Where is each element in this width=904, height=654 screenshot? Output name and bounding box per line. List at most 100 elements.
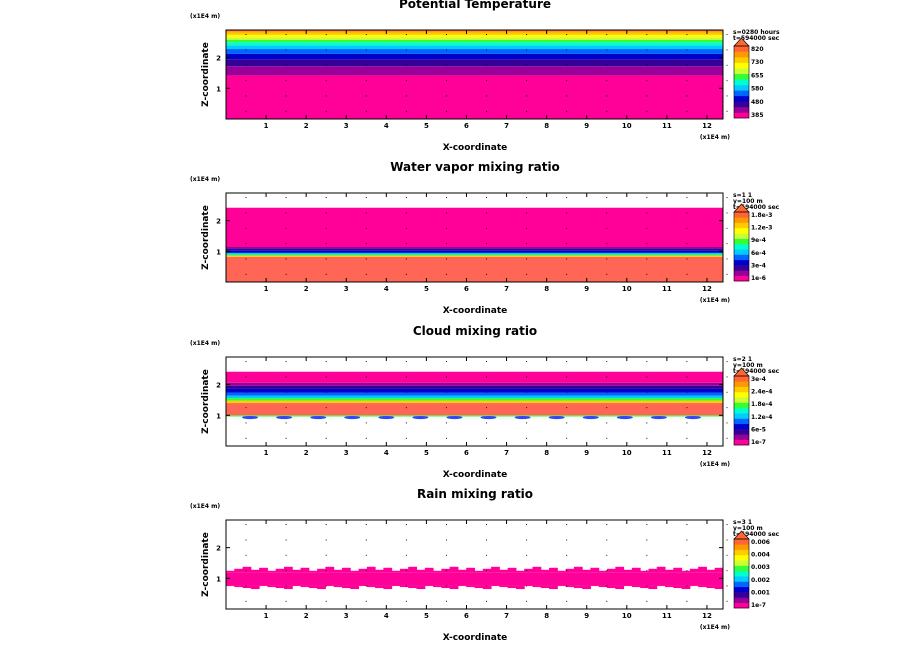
contour-band-3 <box>226 59 723 67</box>
x-tick-label: 3 <box>344 449 349 457</box>
colorbar: 1.8e-3 1.2e-3 9e-4 6e-4 3e-4 1e-6 <box>733 203 772 282</box>
grid-dot <box>365 95 367 97</box>
grid-dot <box>285 422 287 424</box>
x-tick-label: 2 <box>304 449 309 457</box>
grid-dot <box>726 585 728 587</box>
grid-dot <box>646 273 648 275</box>
grid-dot <box>726 361 728 363</box>
colorbar-swatch <box>734 381 749 387</box>
grid-dot <box>485 437 488 439</box>
x-axis-label: X-coordinate <box>443 470 508 480</box>
grid-dot <box>325 243 327 245</box>
colorbar-swatch <box>734 254 749 261</box>
colorbar-swatch <box>734 586 749 593</box>
x-tick-label: 11 <box>662 612 672 620</box>
grid-dot <box>405 80 407 82</box>
grid-dot <box>485 585 488 587</box>
grid-dot <box>325 524 327 526</box>
contour-band-1 <box>226 256 723 282</box>
grid-dots <box>245 197 728 275</box>
grid-dot <box>646 212 648 214</box>
grid-dot <box>325 64 327 66</box>
grid-dot <box>646 539 648 541</box>
rain-edge-bottom <box>366 585 376 588</box>
grid-dot <box>405 95 407 97</box>
rain-edge-bottom <box>623 585 633 587</box>
x-unit-label: (x1E4 m) <box>700 297 730 304</box>
rain-edge-top <box>656 566 666 573</box>
x-unit-label: (x1E4 m) <box>700 134 730 141</box>
grid-dot <box>686 422 688 424</box>
colorbar-label: 0.001 <box>751 589 770 596</box>
grid-dot <box>646 361 648 363</box>
grid-dot <box>285 227 287 229</box>
rain-edge-bottom <box>491 585 500 587</box>
rain-edge-bottom <box>441 585 451 589</box>
rain-edge-top <box>375 569 384 573</box>
grid-dot <box>485 243 488 245</box>
grid-dot <box>526 258 528 260</box>
rain-edge-bottom <box>259 585 268 587</box>
info-text: y=100 m <box>733 198 763 205</box>
grid-dot <box>405 437 407 439</box>
grid-dot <box>365 422 367 424</box>
rain-edge-bottom <box>341 585 351 589</box>
grid-dot <box>526 422 528 424</box>
grid-dot <box>726 600 728 602</box>
grid-dot <box>726 539 728 541</box>
grid-dot <box>405 258 407 260</box>
rain-edge-top <box>673 567 683 573</box>
colorbar-swatch <box>734 581 749 588</box>
grid-dot <box>726 212 728 214</box>
colorbar-label: 1e-6 <box>751 275 766 282</box>
grid-dot <box>405 49 407 51</box>
rain-edge-bottom <box>242 585 252 589</box>
contour-layers <box>226 371 723 417</box>
grid-dot <box>566 407 568 409</box>
grid-dot <box>686 570 688 572</box>
grid-dot <box>285 95 287 97</box>
grid-dot <box>445 437 447 439</box>
cloud-base-wisp <box>378 415 395 420</box>
grid-dot <box>566 34 568 36</box>
colorbar-swatch <box>734 397 749 403</box>
grid-dot <box>405 110 407 112</box>
x-axis-label: X-coordinate <box>443 306 508 316</box>
cloud-base-wisp <box>446 415 463 420</box>
rain-edge-bottom <box>631 585 641 588</box>
rain-edge-top <box>234 568 244 573</box>
rain-edge-bottom <box>474 585 484 589</box>
rain-edge-top <box>250 569 260 573</box>
chart-title: Water vapor mixing ratio <box>390 160 560 174</box>
grid-dot <box>445 197 447 199</box>
grid-dot <box>566 422 568 424</box>
grid-dot <box>445 258 447 260</box>
x-tick-label: 8 <box>544 612 549 620</box>
rain-edge-bottom <box>673 585 683 589</box>
rain-edge-bottom <box>532 585 542 588</box>
rain-edge-top <box>366 566 376 573</box>
cloud-base <box>242 415 701 420</box>
rain-edge-bottom <box>466 585 475 588</box>
contour-band-2 <box>226 403 723 416</box>
rain-edge-bottom <box>317 585 326 590</box>
rain-edge-top <box>242 566 252 573</box>
colorbar-swatch <box>734 90 749 97</box>
x-unit-label: (x1E4 m) <box>700 624 730 631</box>
colorbar-label: 3e-4 <box>751 262 766 269</box>
grid-dot <box>445 585 447 587</box>
colorbar-frame <box>733 45 750 119</box>
x-tick-label: 2 <box>304 612 309 620</box>
grid-dot <box>566 258 568 260</box>
grid-dot <box>566 273 568 275</box>
grid-dot <box>686 110 688 112</box>
grid-dot <box>285 64 287 66</box>
grid-dot <box>365 212 367 214</box>
x-tick-label: 5 <box>424 285 429 293</box>
colorbar-label: 0.006 <box>751 539 770 546</box>
colorbar-frame <box>733 211 750 282</box>
colorbar-swatch <box>734 413 749 419</box>
rain-edge-bottom <box>656 585 666 587</box>
colorbar-label: 6e-5 <box>751 426 766 433</box>
rain-edge-bottom <box>408 585 418 589</box>
